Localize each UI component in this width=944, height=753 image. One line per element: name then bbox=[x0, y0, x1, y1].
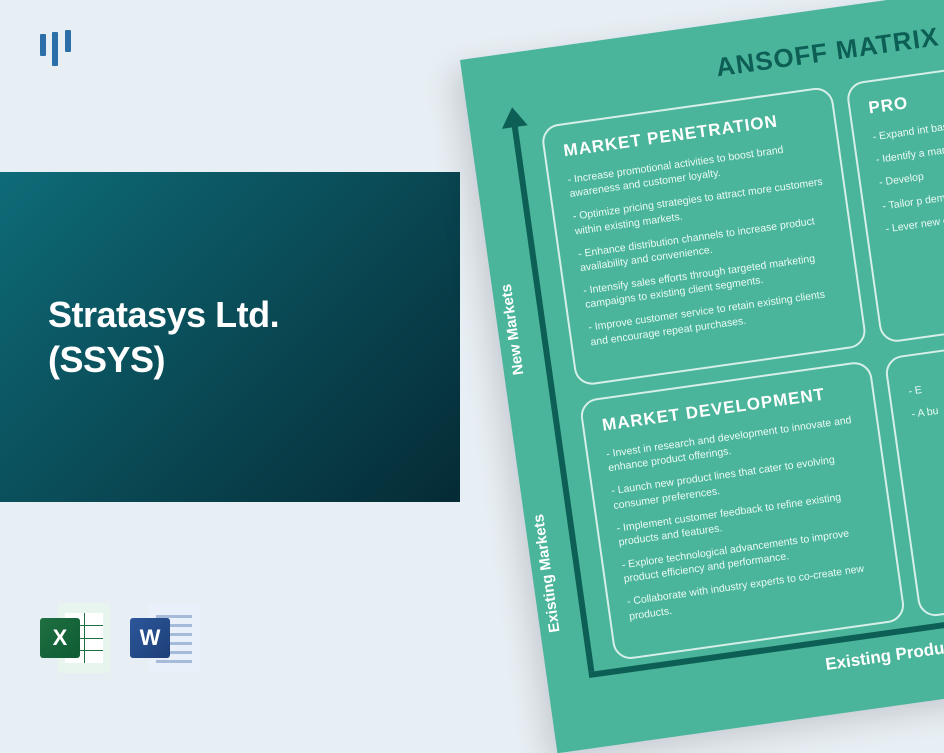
excel-icon[interactable]: X bbox=[40, 603, 110, 673]
title-line-1: Stratasys Ltd. bbox=[48, 294, 279, 335]
title-line-2: (SSYS) bbox=[48, 339, 165, 380]
quad-title bbox=[906, 338, 944, 373]
word-letter: W bbox=[130, 618, 170, 658]
excel-letter: X bbox=[40, 618, 80, 658]
logo-bar-2 bbox=[52, 32, 58, 66]
page-title: Stratasys Ltd. (SSYS) bbox=[48, 292, 279, 382]
y-axis-label-new-markets: New Markets bbox=[498, 283, 528, 376]
quadrant-market-development: MARKET DEVELOPMENT - Invest in research … bbox=[579, 360, 907, 661]
logo-bar-3 bbox=[65, 30, 71, 52]
quad-title: PRO bbox=[867, 63, 944, 118]
matrix-grid: MARKET PENETRATION - Increase promotiona… bbox=[540, 43, 944, 662]
quadrant-market-penetration: MARKET PENETRATION - Increase promotiona… bbox=[540, 86, 868, 387]
y-axis-label-existing-markets: Existing Markets bbox=[530, 513, 563, 633]
title-panel: Stratasys Ltd. (SSYS) bbox=[0, 172, 460, 502]
quad-item: - E bbox=[908, 350, 944, 399]
logo bbox=[40, 30, 73, 66]
ansoff-matrix: ANSOFF MATRIX New Markets Existing Marke… bbox=[460, 0, 944, 753]
word-icon[interactable]: W bbox=[130, 603, 200, 673]
file-icons: X W bbox=[40, 603, 200, 673]
logo-bar-1 bbox=[40, 34, 46, 56]
